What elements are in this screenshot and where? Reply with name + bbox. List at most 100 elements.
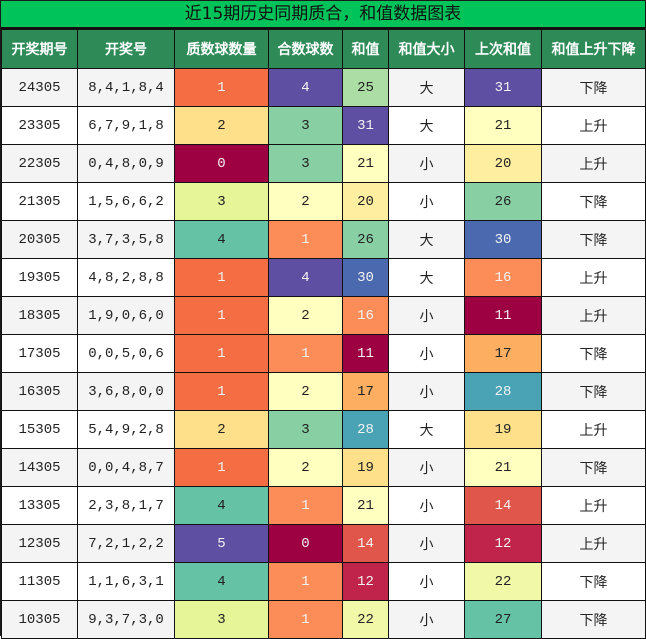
header-prime-count: 质数球数量 xyxy=(174,29,269,69)
issue-cell: 17305 xyxy=(1,334,78,373)
issue-cell: 15305 xyxy=(1,410,78,449)
data-table: 开奖期号 开奖号 质数球数量 合数球数 和值 和值大小 上次和值 和值上升下降 … xyxy=(1,29,646,639)
numbers-cell: 9,3,7,3,0 xyxy=(77,600,175,639)
sum-trend-cell: 上升 xyxy=(541,410,646,449)
table-row: 16305 3,6,8,0,0 1 2 17 小 28 下降 xyxy=(1,372,646,411)
table-row: 12305 7,2,1,2,2 5 0 14 小 12 上升 xyxy=(1,524,646,563)
issue-cell: 16305 xyxy=(1,372,78,411)
sum-size-cell: 大 xyxy=(388,258,465,297)
prime-count-cell: 0 xyxy=(174,144,269,183)
header-sum: 和值 xyxy=(342,29,389,69)
numbers-cell: 0,0,4,8,7 xyxy=(77,448,175,487)
numbers-cell: 1,1,6,3,1 xyxy=(77,562,175,601)
sum-cell: 30 xyxy=(342,258,389,297)
sum-size-cell: 小 xyxy=(388,562,465,601)
table-row: 19305 4,8,2,8,8 1 4 30 大 16 上升 xyxy=(1,258,646,297)
sum-size-cell: 大 xyxy=(388,106,465,145)
prime-count-cell: 2 xyxy=(174,106,269,145)
table-row: 11305 1,1,6,3,1 4 1 12 小 22 下降 xyxy=(1,562,646,601)
sum-cell: 17 xyxy=(342,372,389,411)
composite-count-cell: 0 xyxy=(268,524,343,563)
composite-count-cell: 3 xyxy=(268,410,343,449)
table-row: 10305 9,3,7,3,0 3 1 22 小 27 下降 xyxy=(1,600,646,639)
prime-count-cell: 1 xyxy=(174,296,269,335)
sum-size-cell: 小 xyxy=(388,296,465,335)
numbers-cell: 2,3,8,1,7 xyxy=(77,486,175,525)
composite-count-cell: 1 xyxy=(268,600,343,639)
prime-count-cell: 5 xyxy=(174,524,269,563)
issue-cell: 12305 xyxy=(1,524,78,563)
sum-trend-cell: 下降 xyxy=(541,600,646,639)
prime-count-cell: 1 xyxy=(174,372,269,411)
issue-cell: 19305 xyxy=(1,258,78,297)
sum-cell: 21 xyxy=(342,486,389,525)
composite-count-cell: 1 xyxy=(268,334,343,373)
composite-count-cell: 4 xyxy=(268,258,343,297)
numbers-cell: 1,9,0,6,0 xyxy=(77,296,175,335)
prev-sum-cell: 28 xyxy=(464,372,542,411)
numbers-cell: 3,7,3,5,8 xyxy=(77,220,175,259)
prime-count-cell: 4 xyxy=(174,562,269,601)
sum-trend-cell: 上升 xyxy=(541,258,646,297)
numbers-cell: 1,5,6,6,2 xyxy=(77,182,175,221)
sum-trend-cell: 上升 xyxy=(541,106,646,145)
table-row: 21305 1,5,6,6,2 3 2 20 小 26 下降 xyxy=(1,182,646,221)
sum-size-cell: 小 xyxy=(388,144,465,183)
sum-trend-cell: 上升 xyxy=(541,296,646,335)
prime-count-cell: 1 xyxy=(174,448,269,487)
sum-size-cell: 大 xyxy=(388,410,465,449)
header-issue: 开奖期号 xyxy=(1,29,78,69)
issue-cell: 11305 xyxy=(1,562,78,601)
composite-count-cell: 4 xyxy=(268,68,343,107)
numbers-cell: 4,8,2,8,8 xyxy=(77,258,175,297)
sum-cell: 19 xyxy=(342,448,389,487)
table-row: 13305 2,3,8,1,7 4 1 21 小 14 上升 xyxy=(1,486,646,525)
numbers-cell: 8,4,1,8,4 xyxy=(77,68,175,107)
sum-cell: 11 xyxy=(342,334,389,373)
sum-trend-cell: 下降 xyxy=(541,372,646,411)
prev-sum-cell: 21 xyxy=(464,106,542,145)
table-body: 24305 8,4,1,8,4 1 4 25 大 31 下降 23305 6,7,9,1,8 2 3 3… xyxy=(1,68,646,639)
sum-trend-cell: 下降 xyxy=(541,68,646,107)
sum-size-cell: 大 xyxy=(388,220,465,259)
sum-trend-cell: 下降 xyxy=(541,562,646,601)
sum-trend-cell: 上升 xyxy=(541,486,646,525)
prev-sum-cell: 19 xyxy=(464,410,542,449)
header-sum-size: 和值大小 xyxy=(388,29,465,69)
prev-sum-cell: 31 xyxy=(464,68,542,107)
sum-cell: 16 xyxy=(342,296,389,335)
header-sum-trend: 和值上升下降 xyxy=(541,29,646,69)
issue-cell: 24305 xyxy=(1,68,78,107)
sum-cell: 31 xyxy=(342,106,389,145)
prev-sum-cell: 30 xyxy=(464,220,542,259)
numbers-cell: 3,6,8,0,0 xyxy=(77,372,175,411)
prev-sum-cell: 17 xyxy=(464,334,542,373)
table-row: 24305 8,4,1,8,4 1 4 25 大 31 下降 xyxy=(1,68,646,107)
table-row: 18305 1,9,0,6,0 1 2 16 小 11 上升 xyxy=(1,296,646,335)
prev-sum-cell: 14 xyxy=(464,486,542,525)
sum-trend-cell: 下降 xyxy=(541,334,646,373)
header-numbers: 开奖号 xyxy=(77,29,175,69)
composite-count-cell: 2 xyxy=(268,296,343,335)
sum-size-cell: 小 xyxy=(388,486,465,525)
table-row: 15305 5,4,9,2,8 2 3 28 大 19 上升 xyxy=(1,410,646,449)
table-row: 17305 0,0,5,0,6 1 1 11 小 17 下降 xyxy=(1,334,646,373)
sum-trend-cell: 上升 xyxy=(541,524,646,563)
composite-count-cell: 1 xyxy=(268,220,343,259)
sum-size-cell: 小 xyxy=(388,372,465,411)
prev-sum-cell: 11 xyxy=(464,296,542,335)
numbers-cell: 6,7,9,1,8 xyxy=(77,106,175,145)
header-prev-sum: 上次和值 xyxy=(464,29,542,69)
prev-sum-cell: 12 xyxy=(464,524,542,563)
composite-count-cell: 1 xyxy=(268,562,343,601)
prime-count-cell: 1 xyxy=(174,68,269,107)
prime-count-cell: 3 xyxy=(174,182,269,221)
prev-sum-cell: 20 xyxy=(464,144,542,183)
issue-cell: 22305 xyxy=(1,144,78,183)
composite-count-cell: 3 xyxy=(268,106,343,145)
prime-count-cell: 1 xyxy=(174,258,269,297)
issue-cell: 18305 xyxy=(1,296,78,335)
header-composite-count: 合数球数 xyxy=(268,29,343,69)
header-row: 开奖期号 开奖号 质数球数量 合数球数 和值 和值大小 上次和值 和值上升下降 xyxy=(1,29,646,69)
